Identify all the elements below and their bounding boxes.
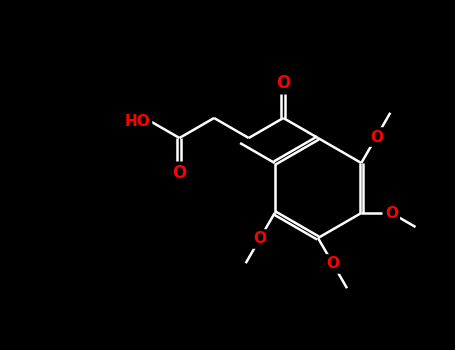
Text: O: O [385,205,398,220]
Text: O: O [327,257,339,272]
Text: HO: HO [124,113,150,128]
Text: O: O [370,130,383,145]
Text: O: O [276,74,290,92]
Text: O: O [172,164,187,182]
Text: O: O [253,231,266,246]
